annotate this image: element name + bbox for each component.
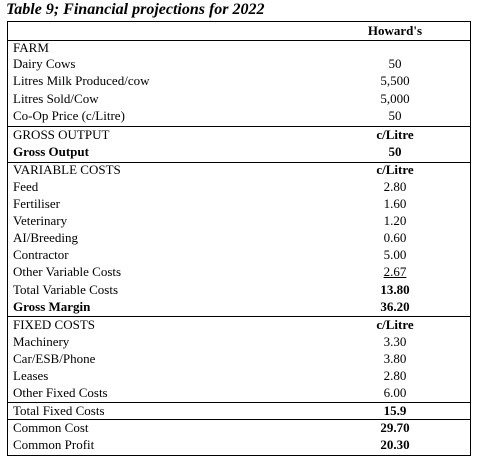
row-label: AI/Breeding — [13, 230, 78, 245]
row-value: 20.30 — [380, 437, 410, 452]
row-value: 5.00 — [383, 247, 407, 262]
rule — [7, 126, 471, 127]
rule — [7, 402, 471, 403]
row-value: 3.30 — [383, 334, 407, 349]
row-value: 0.60 — [383, 230, 407, 245]
row-value: 2.80 — [383, 179, 407, 194]
rule — [7, 21, 8, 456]
row-value: c/Litre — [376, 162, 414, 177]
row-value: 5,000 — [380, 91, 410, 106]
row-value: 15.9 — [383, 403, 407, 418]
row-label: VARIABLE COSTS — [13, 162, 121, 177]
table-title: Table 9; Financial projections for 2022 — [6, 1, 265, 18]
row-value: c/Litre — [376, 317, 414, 332]
row-value: 3.80 — [383, 351, 407, 366]
row-label: Gross Margin — [13, 299, 91, 314]
row-value: 36.20 — [380, 299, 410, 314]
row-label: Feed — [13, 179, 39, 194]
row-value: 2.67 — [383, 264, 407, 279]
row-label: FARM — [13, 40, 49, 55]
row-label: GROSS OUTPUT — [13, 127, 110, 142]
rule — [470, 21, 471, 456]
rule — [7, 162, 471, 163]
row-label: Litres Milk Produced/cow — [13, 73, 150, 88]
row-value: 2.80 — [383, 368, 407, 383]
rule — [7, 21, 471, 22]
row-label: Fertiliser — [13, 196, 60, 211]
row-label: Veterinary — [13, 213, 68, 228]
rule — [7, 316, 471, 317]
row-label: Other Variable Costs — [13, 264, 122, 279]
row-value: 1.60 — [383, 196, 407, 211]
row-label: Car/ESB/Phone — [13, 351, 96, 366]
row-label: FIXED COSTS — [13, 317, 95, 332]
row-label: Total Variable Costs — [13, 282, 119, 297]
row-value: c/Litre — [376, 127, 414, 142]
row-value: 29.70 — [380, 420, 410, 435]
row-value: 13.80 — [380, 282, 410, 297]
row-value: 1.20 — [383, 213, 407, 228]
row-label: Gross Output — [13, 144, 89, 159]
row-value: 6.00 — [383, 385, 407, 400]
row-label: Common Profit — [13, 437, 95, 452]
row-value: 50 — [388, 144, 402, 159]
row-value: 50 — [388, 108, 402, 123]
row-label: Common Cost — [13, 420, 89, 435]
rule — [7, 419, 471, 420]
row-label: Other Fixed Costs — [13, 385, 108, 400]
row-label: Litres Sold/Cow — [13, 91, 99, 106]
row-label: Dairy Cows — [13, 56, 76, 71]
column-header: Howard's — [367, 23, 423, 38]
rule — [7, 455, 471, 456]
rule — [7, 40, 471, 41]
row-label: Machinery — [13, 334, 70, 349]
row-value: 50 — [388, 56, 402, 71]
row-label: Co-Op Price (c/Litre) — [13, 108, 125, 123]
row-label: Leases — [13, 368, 49, 383]
row-label: Total Fixed Costs — [13, 403, 105, 418]
row-value: 5,500 — [380, 73, 410, 88]
row-label: Contractor — [13, 247, 69, 262]
